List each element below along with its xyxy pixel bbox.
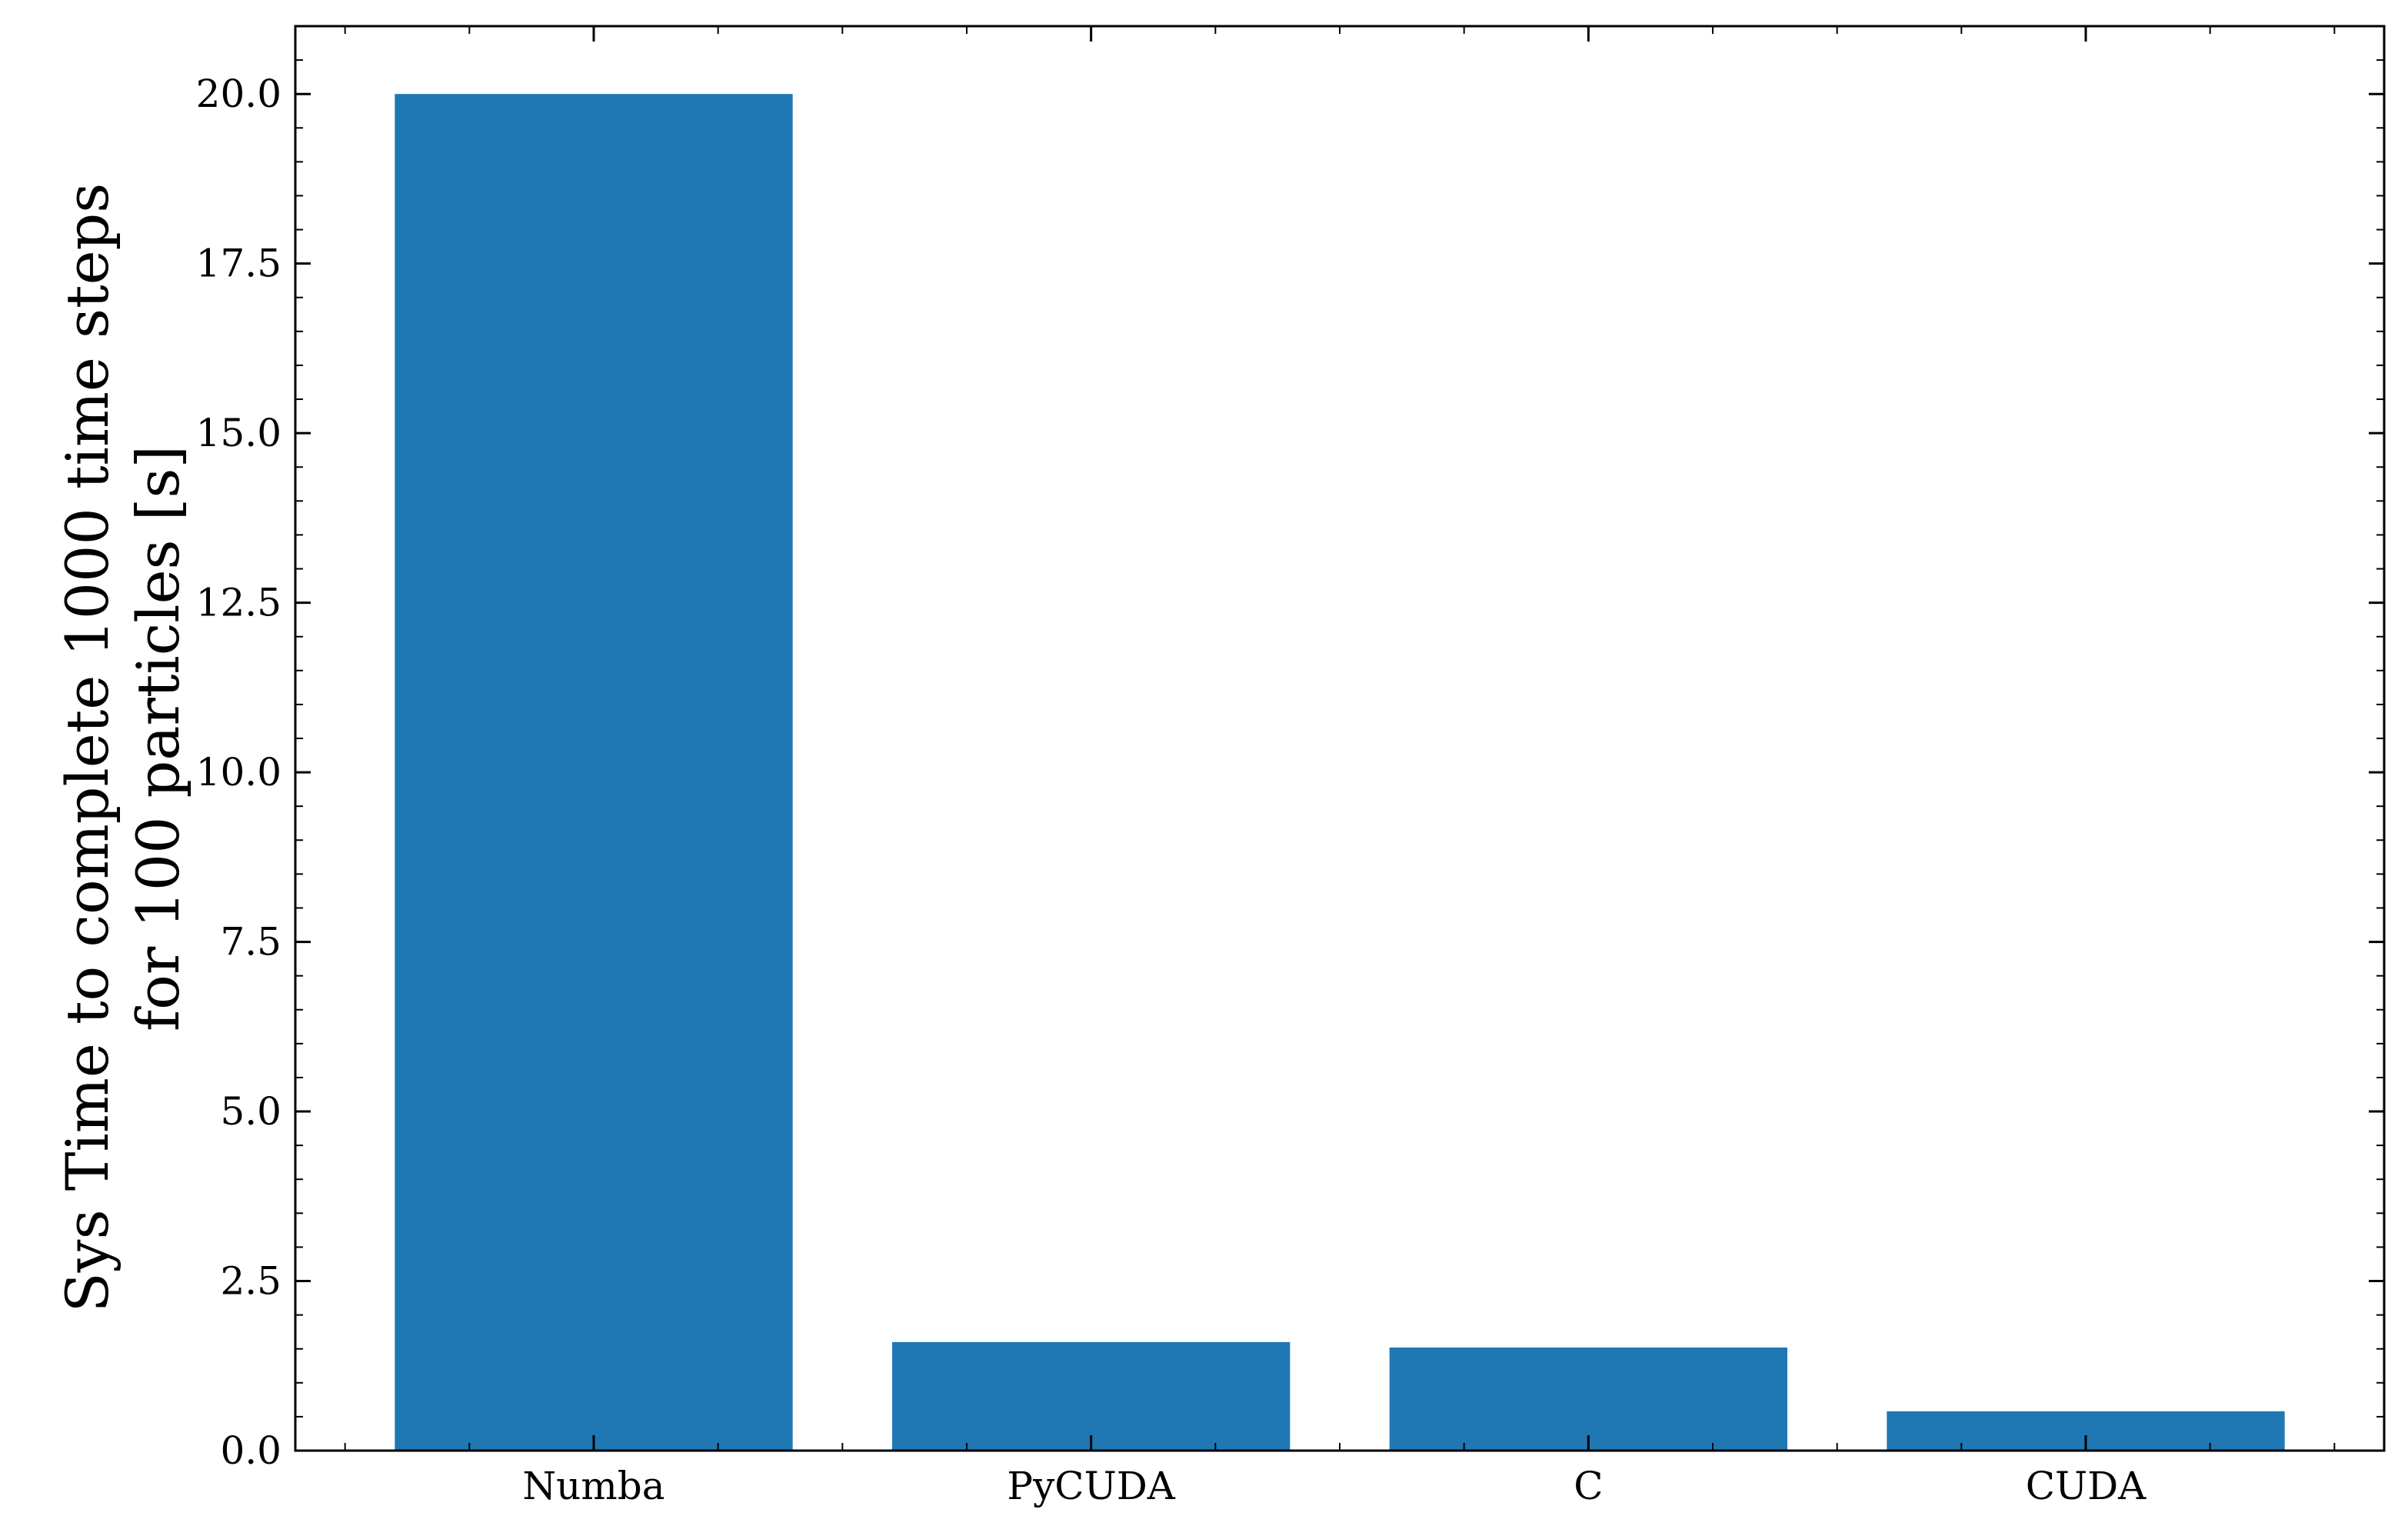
labels-layer: Numba PyCUDA C CUDA 0.0 2.5 5.0 7.5 10.0 12.5 15.0…: [196, 72, 2147, 1508]
y-tick-label: 7.5: [220, 920, 281, 965]
y-tick-label: 2.5: [220, 1259, 281, 1304]
y-tick-label: 10.0: [196, 750, 281, 795]
ticks-layer: [295, 26, 2384, 1452]
y-axis-label-line-2: for 100 particles [s]: [124, 445, 192, 1031]
y-tick-label: 17.5: [196, 242, 281, 286]
y-tick-label: 15.0: [196, 411, 281, 455]
x-tick-label: CUDA: [2026, 1464, 2147, 1508]
x-tick-label: Numba: [522, 1464, 664, 1508]
bar-c: [1389, 1347, 1787, 1451]
y-axis-label-line-1: Sys Time to complete 1000 time steps: [53, 183, 122, 1313]
bars-layer: [395, 94, 2285, 1451]
y-tick-label: 5.0: [220, 1089, 281, 1134]
x-tick-label: PyCUDA: [1007, 1464, 1175, 1508]
y-axis-label: Sys Time to complete 1000 time steps for…: [53, 165, 192, 1313]
y-tick-label: 20.0: [196, 72, 281, 116]
x-tick-label: C: [1574, 1464, 1603, 1508]
y-tick-label: 12.5: [196, 581, 281, 625]
y-tick-label: 0.0: [220, 1428, 281, 1473]
bar-numba: [395, 94, 793, 1451]
bar-pycuda: [892, 1341, 1291, 1451]
